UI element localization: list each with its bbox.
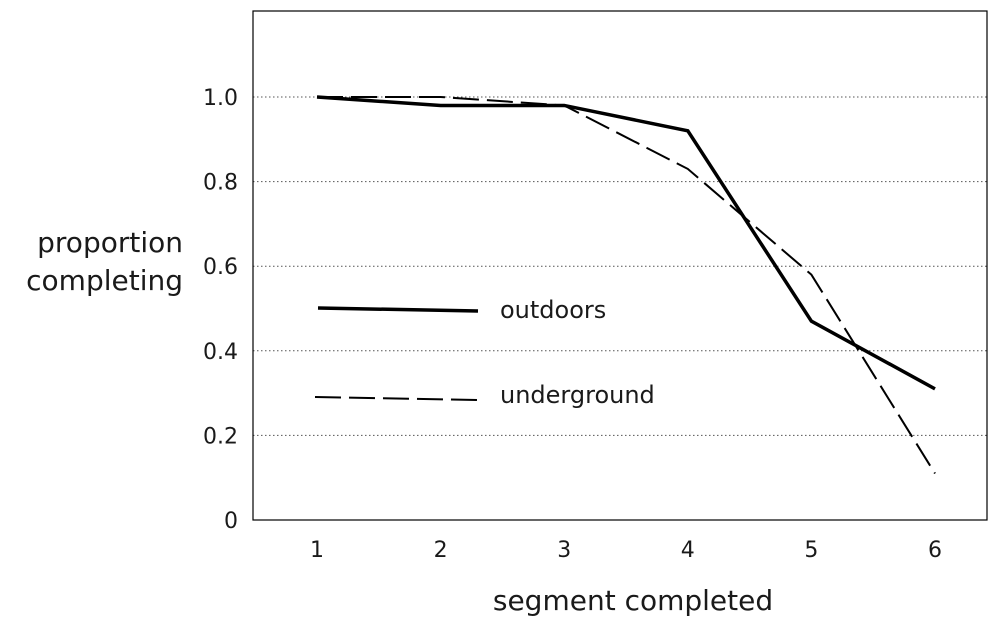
y-tick-label: 0.4 bbox=[203, 340, 238, 365]
x-tick-labels: 1 2 3 4 5 6 bbox=[310, 538, 942, 563]
legend-swatch-underground bbox=[314, 396, 479, 401]
legend-label-outdoors: outdoors bbox=[500, 296, 606, 324]
y-tick-label: 1.0 bbox=[203, 86, 238, 111]
legend-label-underground: underground bbox=[500, 381, 655, 409]
series-line-underground bbox=[317, 96, 936, 474]
y-tick-label: 0 bbox=[224, 509, 238, 534]
plot-frame bbox=[252, 10, 988, 521]
x-tick-label: 5 bbox=[804, 538, 818, 563]
x-tick-label: 6 bbox=[928, 538, 942, 563]
x-tick-label: 1 bbox=[310, 538, 324, 563]
y-axis-title-line-2: completing bbox=[26, 264, 183, 297]
series-line-outdoors bbox=[316, 95, 936, 391]
legend: outdoors underground bbox=[314, 296, 655, 409]
x-axis-title: segment completed bbox=[493, 584, 773, 617]
y-axis-title: proportion completing bbox=[26, 226, 183, 297]
y-tick-label: 0.6 bbox=[203, 255, 238, 280]
x-tick-label: 4 bbox=[681, 538, 695, 563]
x-tick-label: 3 bbox=[557, 538, 571, 563]
legend-swatch-outdoors bbox=[317, 306, 479, 313]
y-tick-label: 0.8 bbox=[203, 171, 238, 196]
y-tick-label: 0.2 bbox=[203, 424, 238, 449]
y-axis-title-line-1: proportion bbox=[37, 226, 183, 259]
y-tick-labels: 0 0.2 0.4 0.6 0.8 1.0 bbox=[203, 86, 238, 534]
x-tick-label: 2 bbox=[434, 538, 448, 563]
series-lines bbox=[316, 95, 936, 474]
